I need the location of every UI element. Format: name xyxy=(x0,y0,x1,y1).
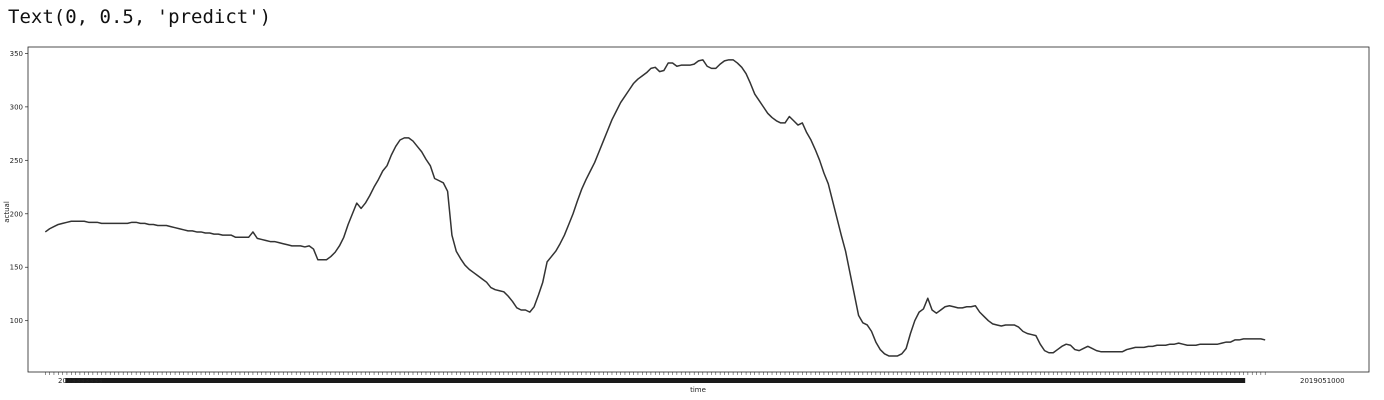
y-axis-label: actual xyxy=(3,201,11,223)
y-axis: 100 150 200 250 300 350 xyxy=(10,50,28,325)
x-axis-label: time xyxy=(690,386,706,394)
x-tick-labels-overlap xyxy=(65,378,1246,383)
y-tick-label: 300 xyxy=(10,103,23,111)
y-tick-label: 100 xyxy=(10,317,23,325)
x-tick-label-first: 2023333333 xyxy=(58,377,103,385)
series-line xyxy=(44,59,1266,357)
cell-output-text: Text(0, 0.5, 'predict') xyxy=(8,6,272,28)
y-tick-label: 150 xyxy=(10,264,23,272)
y-tick-label: 200 xyxy=(10,210,23,218)
y-tick-label: 350 xyxy=(10,50,23,58)
x-axis xyxy=(45,372,1266,383)
x-tick-label-last: 2019051000 xyxy=(1300,377,1345,385)
plot-frame xyxy=(27,46,1370,373)
y-tick-label: 250 xyxy=(10,157,23,165)
